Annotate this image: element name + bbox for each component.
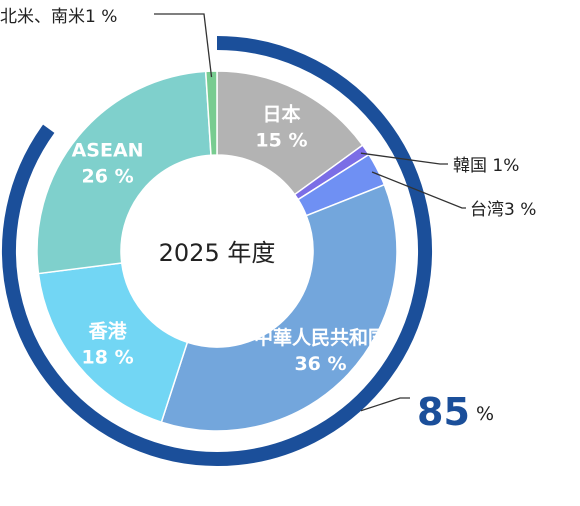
leader-line-1 bbox=[360, 152, 448, 165]
slice-value-3: 36 % bbox=[294, 353, 346, 375]
slice-3 bbox=[160, 183, 398, 432]
leader-line-6 bbox=[154, 13, 213, 78]
leader-line-2 bbox=[371, 171, 466, 209]
group-total-unit: % bbox=[476, 403, 494, 425]
slice-name-4: 香港 bbox=[88, 321, 128, 343]
callout-label-1: 韓国 1% bbox=[453, 156, 519, 176]
slice-value-5: 26 % bbox=[82, 165, 134, 187]
group-total-value: 85 bbox=[417, 390, 470, 434]
slice-value-4: 18 % bbox=[82, 347, 134, 369]
group-total-leader bbox=[360, 397, 410, 412]
slice-name-0: 日本 bbox=[262, 102, 300, 125]
center-label: 2025 年度 bbox=[159, 239, 276, 267]
slice-value-0: 15 % bbox=[255, 129, 307, 151]
callout-label-6: 北米、南米1 % bbox=[0, 7, 117, 27]
group-total-arc bbox=[2, 36, 432, 466]
slice-5 bbox=[36, 70, 212, 275]
slice-4 bbox=[37, 262, 189, 424]
slice-6 bbox=[204, 70, 218, 156]
slice-name-5: ASEAN bbox=[72, 139, 144, 161]
slice-name-3: 中華人民共和国 bbox=[254, 326, 387, 349]
callout-label-2: 台湾3 % bbox=[470, 200, 536, 220]
